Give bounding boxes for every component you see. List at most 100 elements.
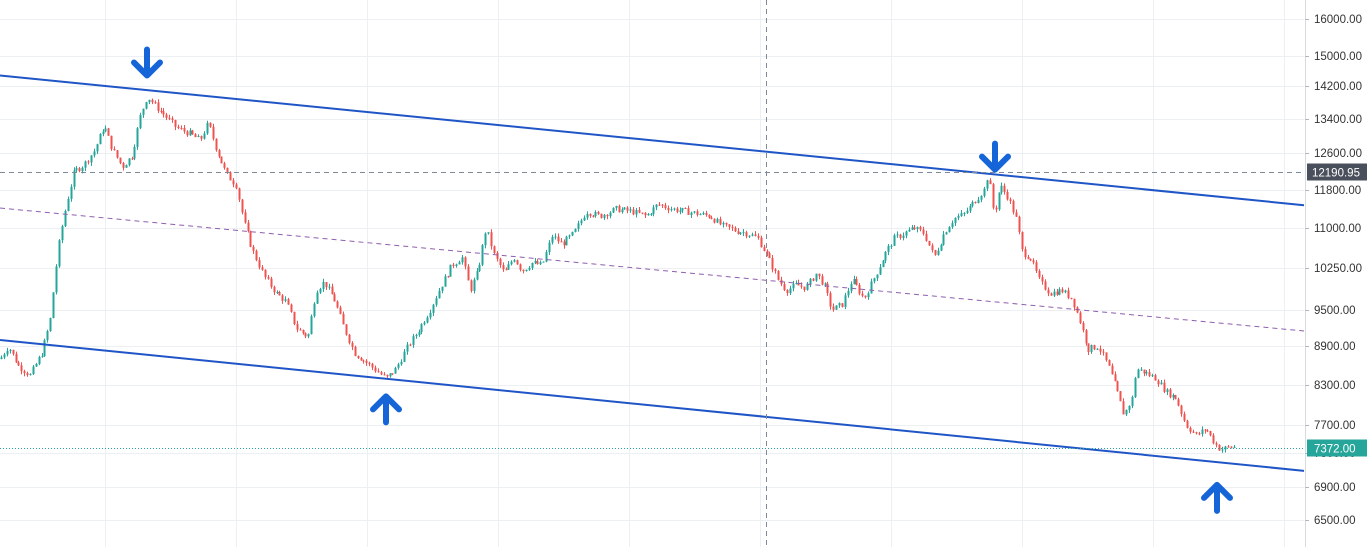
candle-body	[296, 324, 299, 330]
candle-body	[673, 208, 676, 210]
candle-body	[586, 214, 589, 218]
candle-body	[957, 216, 960, 218]
candle-body	[1230, 446, 1233, 448]
candle-body	[380, 372, 383, 375]
candle-body	[542, 261, 545, 263]
arrow-up-icon	[370, 393, 402, 426]
candle-body	[397, 364, 400, 368]
candle-body	[658, 204, 661, 206]
candle-body	[876, 274, 879, 279]
candle-body	[276, 292, 279, 294]
candle-body	[383, 374, 386, 376]
candle-body	[989, 180, 992, 185]
candle-body	[177, 126, 180, 128]
candle-body	[183, 128, 186, 132]
candle-body	[189, 130, 192, 136]
candle-body	[229, 172, 232, 181]
candle-body	[983, 188, 986, 196]
candle-body	[1169, 389, 1172, 398]
arrow-head	[979, 153, 1011, 173]
candle-body	[792, 283, 795, 289]
candle-body	[23, 371, 26, 374]
candle-body	[333, 294, 336, 302]
candle-body	[563, 241, 566, 246]
candle-body	[925, 233, 928, 241]
arrow-head	[370, 393, 402, 413]
candle-body	[754, 234, 757, 237]
candle-body	[220, 156, 223, 164]
price-axis[interactable]: 16000.00 15000.00 14200.00 13400.00 12600.00…	[1305, 0, 1369, 547]
candle-body	[218, 150, 221, 157]
candle-body	[1192, 431, 1195, 433]
price-tick-label: 6900.00	[1314, 482, 1356, 494]
candle-body	[574, 228, 577, 232]
candle-body	[1087, 343, 1090, 352]
candle-body	[1215, 443, 1218, 445]
candle-body	[1041, 277, 1044, 282]
candle-body	[812, 278, 815, 281]
candle-body	[899, 234, 902, 238]
candle-body	[919, 227, 922, 230]
candle-body	[264, 269, 267, 278]
candle-body	[125, 165, 128, 168]
candle-body	[737, 231, 740, 234]
candle-body	[133, 146, 136, 159]
candle-body	[1093, 344, 1096, 350]
candle-body	[209, 122, 212, 127]
arrow-up-icon	[1201, 481, 1233, 514]
candle-body	[699, 214, 702, 216]
candle-body	[102, 131, 105, 134]
candle-body	[502, 265, 505, 270]
candle-body	[803, 286, 806, 290]
price-tick-label: 11800.00	[1314, 185, 1361, 197]
candle-body	[128, 158, 131, 166]
candle-body	[887, 245, 890, 252]
price-tick-label: 15000.00	[1314, 51, 1362, 63]
candle-body	[971, 201, 974, 206]
candle-body	[1143, 369, 1146, 374]
candle-body	[800, 285, 803, 287]
candle-body	[1053, 291, 1056, 296]
candle-body	[278, 292, 281, 296]
candle-body	[362, 360, 365, 362]
candle-body	[522, 269, 525, 272]
candle-body	[580, 220, 583, 224]
candle-body	[615, 206, 618, 208]
candle-body	[1073, 298, 1076, 308]
candle-body	[884, 251, 887, 261]
candle-body	[722, 222, 725, 225]
candle-body	[1111, 365, 1114, 375]
candle-body	[148, 99, 151, 103]
candle-body	[1050, 293, 1053, 296]
candle-body	[226, 167, 229, 173]
candle-body	[223, 163, 226, 168]
candle-body	[371, 363, 374, 368]
candle-body	[864, 295, 867, 298]
candle-body	[1140, 369, 1143, 371]
candle-body	[931, 245, 934, 251]
price-tick-label: 12600.00	[1314, 148, 1362, 160]
candle-body	[1056, 291, 1059, 295]
candle-body	[554, 236, 557, 238]
candle-body	[122, 163, 125, 168]
candle-body	[977, 199, 980, 204]
candle-body	[58, 240, 61, 267]
candle-body	[1157, 380, 1160, 385]
candle-body	[426, 317, 429, 323]
candle-body	[948, 227, 951, 233]
candle-body	[444, 276, 447, 287]
candle-body	[212, 126, 215, 139]
candle-body	[1224, 446, 1227, 450]
candle-body	[629, 209, 632, 211]
arrow-down-icon	[131, 46, 163, 79]
arrow-down-icon	[979, 140, 1011, 173]
candle-body	[412, 336, 415, 345]
candle-body	[307, 334, 310, 337]
candle-body	[505, 269, 508, 271]
candle-body	[818, 273, 821, 277]
candle-body	[1018, 216, 1021, 232]
candle-body	[679, 210, 682, 212]
candle-body	[319, 288, 322, 293]
candle-body	[406, 344, 409, 352]
